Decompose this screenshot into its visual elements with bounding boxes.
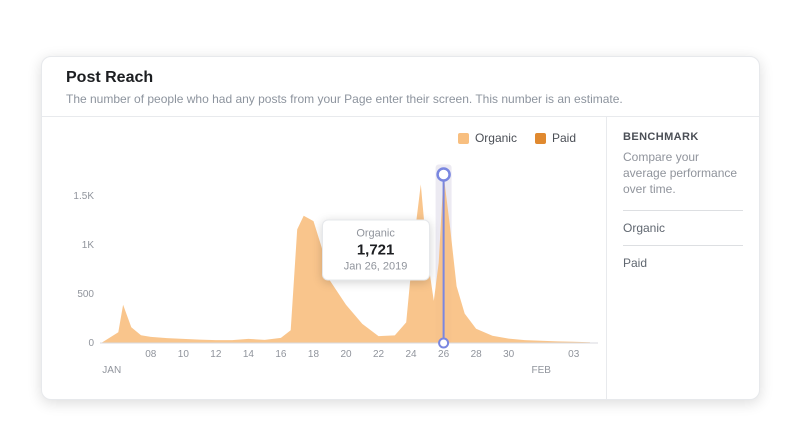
svg-text:12: 12 (210, 349, 222, 360)
svg-text:30: 30 (503, 349, 515, 360)
card-subtitle: The number of people who had any posts f… (66, 92, 623, 106)
benchmark-sidebar: BENCHMARK Compare your average performan… (606, 117, 759, 399)
svg-text:14: 14 (243, 349, 255, 360)
svg-text:24: 24 (406, 349, 418, 360)
legend-label: Paid (551, 131, 576, 145)
svg-text:0: 0 (88, 338, 94, 349)
tooltip-series-label: Organic (356, 227, 395, 240)
benchmark-item-paid[interactable]: Paid (623, 244, 743, 280)
tooltip-value: 1,721 (356, 241, 395, 259)
page-title: Post Reach (66, 69, 154, 86)
svg-text:FEB: FEB (531, 365, 551, 376)
y-axis-labels: 0 500 1K 1.5K (73, 191, 94, 349)
svg-text:18: 18 (308, 349, 320, 360)
svg-text:500: 500 (77, 289, 94, 300)
svg-text:1.5K: 1.5K (73, 191, 94, 202)
chart-area: Organic Paid 0 500 1K 1.5K 08 10 12 14 16 18 20 22 24… (42, 117, 606, 399)
svg-text:1K: 1K (82, 240, 95, 251)
legend-item-paid[interactable]: Paid (534, 131, 576, 145)
x-axis-labels: 08 10 12 14 16 18 20 22 24 26 28 30 03 (145, 349, 579, 360)
chart-tooltip: Organic 1,721 Jan 26, 2019 (321, 219, 430, 281)
svg-text:22: 22 (373, 349, 385, 360)
svg-text:JAN: JAN (102, 365, 121, 376)
svg-text:16: 16 (275, 349, 287, 360)
marker-top-handle[interactable] (436, 167, 451, 182)
card-body: Organic Paid 0 500 1K 1.5K 08 10 12 14 16 18 20 22 24… (42, 117, 759, 399)
svg-text:28: 28 (471, 349, 483, 360)
svg-text:20: 20 (340, 349, 352, 360)
svg-text:08: 08 (145, 349, 157, 360)
tooltip-date: Jan 26, 2019 (343, 260, 408, 273)
reach-area-chart[interactable]: 0 500 1K 1.5K 08 10 12 14 16 18 20 22 24 26 28 30 03 JAN F… (56, 149, 604, 389)
organic-swatch (457, 132, 469, 144)
benchmark-item-organic[interactable]: Organic (623, 209, 743, 245)
post-reach-card: Post Reach The number of people who had … (41, 56, 760, 400)
benchmark-items: Organic Paid (623, 209, 743, 280)
organic-area (102, 174, 590, 343)
svg-text:10: 10 (178, 349, 190, 360)
paid-swatch (534, 132, 546, 144)
legend-label: Organic (474, 131, 517, 145)
benchmark-title: BENCHMARK (623, 131, 699, 143)
svg-text:03: 03 (568, 349, 580, 360)
chart-legend: Organic Paid (56, 127, 606, 149)
svg-text:26: 26 (438, 349, 450, 360)
month-labels: JAN FEB (102, 365, 551, 376)
legend-item-organic[interactable]: Organic (457, 131, 517, 145)
marker-bottom-handle[interactable] (438, 337, 450, 349)
card-header: Post Reach The number of people who had … (42, 57, 759, 117)
benchmark-description: Compare your average performance over ti… (623, 150, 738, 197)
